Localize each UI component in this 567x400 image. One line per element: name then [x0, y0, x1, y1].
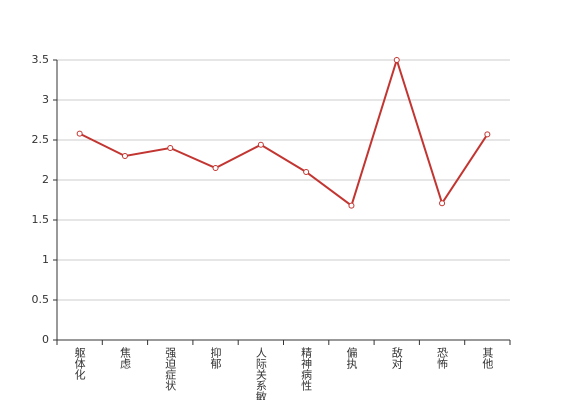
y-tick-label: 2: [42, 173, 49, 186]
x-tick-label: 人际关系敏感: [254, 347, 267, 400]
point: [348, 202, 355, 209]
point: [303, 169, 310, 175]
point: [393, 57, 400, 63]
y-tick-label: 1.5: [32, 213, 50, 226]
point: [484, 131, 491, 138]
x-tick-label: 焦虑: [118, 347, 131, 369]
x-tick-label: 其他: [481, 347, 494, 369]
x-tick-label: 强迫症状: [164, 347, 177, 391]
point: [212, 165, 219, 171]
x-tick-label: 恐怖: [436, 347, 449, 369]
y-tick-label: 0.5: [32, 293, 50, 306]
y-tick-label: 0: [42, 333, 49, 346]
y-tick-label: 3.5: [32, 53, 50, 66]
y-tick-label: 2.5: [32, 133, 50, 146]
x-tick-label: 精神病性: [300, 347, 313, 392]
x-tick-label: 偏执: [345, 346, 358, 370]
point: [439, 200, 446, 207]
x-tick-label: 躯体化: [73, 347, 86, 381]
point: [121, 153, 128, 159]
point: [167, 145, 174, 151]
x-tick-label: 敌对: [390, 346, 403, 369]
line: [79, 56, 489, 208]
point: [76, 130, 83, 137]
x-tick-label: 抑郁: [209, 346, 222, 369]
point: [257, 141, 264, 148]
y-tick-label: 1: [42, 253, 49, 266]
y-tick-label: 3: [42, 93, 49, 106]
